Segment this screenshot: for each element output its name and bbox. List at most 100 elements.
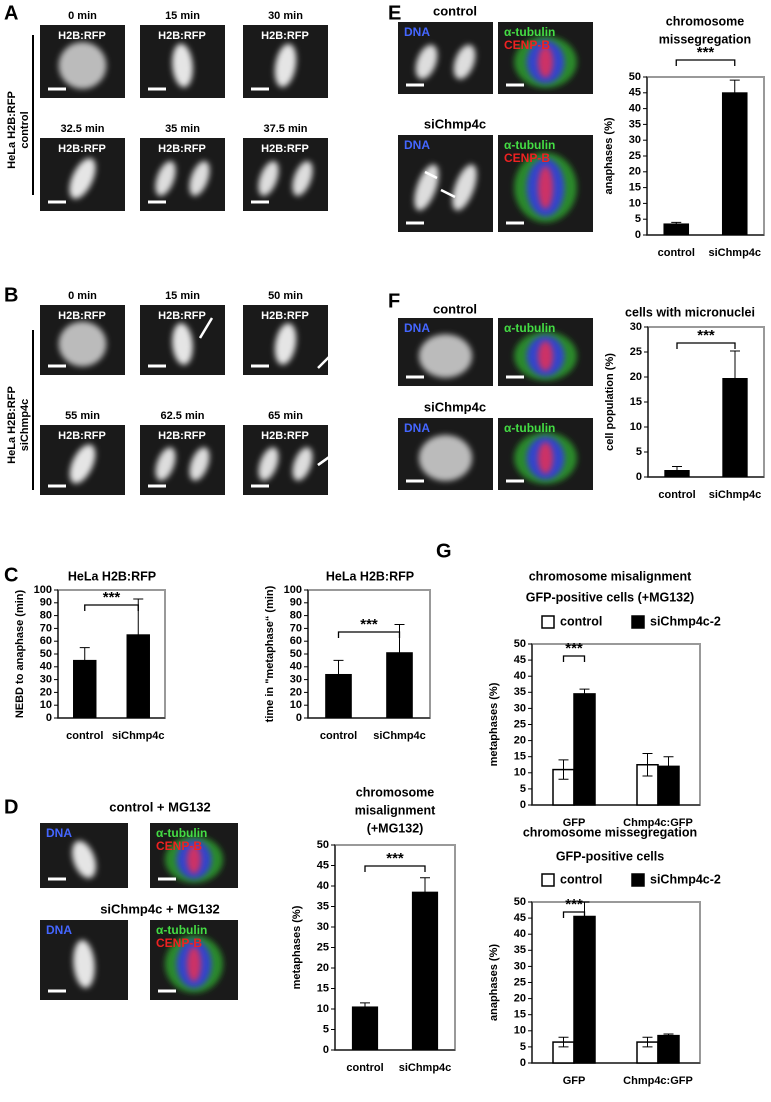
y-tick-label: 25 — [514, 976, 526, 988]
legend-label: siChmp4c-2 — [650, 614, 721, 628]
chromatin — [292, 161, 313, 196]
y-tick-label: 80 — [290, 610, 302, 622]
y-tick-label: 20 — [40, 686, 52, 698]
micrograph — [140, 25, 225, 98]
time-label: 15 min — [165, 290, 200, 302]
chart-title: chromosome missegregation — [523, 825, 697, 839]
y-tick-label: 0 — [635, 229, 641, 241]
time-label: 65 min — [268, 410, 303, 422]
error-bar — [558, 759, 569, 780]
channel-label: DNA — [404, 25, 430, 39]
arrow — [440, 188, 456, 199]
y-tick-label: 45 — [514, 654, 526, 666]
centromere-signal — [186, 946, 202, 982]
chart-title: chromosome misalignment — [529, 569, 692, 583]
chromatin — [69, 444, 96, 484]
y-tick-label: 40 — [40, 661, 52, 673]
error-bar — [730, 350, 740, 407]
error-bar — [672, 466, 682, 475]
significance-label: *** — [697, 327, 715, 344]
significance-label: *** — [565, 896, 583, 913]
y-tick-label: 15 — [629, 182, 641, 194]
x-tick-label: siChmp4c — [708, 247, 761, 259]
channel-label: α-tubulin — [156, 826, 207, 840]
y-tick-label: 25 — [630, 346, 642, 358]
bar — [657, 1034, 680, 1064]
time-label: 62.5 min — [160, 410, 204, 422]
significance-bracket — [562, 911, 586, 918]
centromere-signal — [537, 46, 554, 78]
chart-title: GFP-positive cells — [556, 849, 664, 863]
channel-label: H2B:RFP — [58, 430, 106, 442]
y-tick-label: 20 — [629, 166, 641, 178]
y-tick-label: 50 — [514, 896, 526, 908]
error-bar — [333, 659, 344, 690]
time-label: 0 min — [68, 10, 97, 22]
chromatin — [58, 42, 107, 89]
channel-label: H2B:RFP — [261, 143, 309, 155]
bar — [351, 1006, 379, 1051]
y-tick-label: 50 — [317, 839, 329, 851]
chromatin — [418, 334, 473, 378]
error-bar — [729, 79, 740, 106]
y-tick-label: 30 — [40, 674, 52, 686]
chromatin — [189, 447, 210, 481]
x-tick-label: control — [658, 489, 695, 501]
y-tick-label: 25 — [629, 150, 641, 162]
error-bar — [360, 1002, 370, 1012]
y-tick-label: 50 — [629, 71, 641, 83]
time-label: 0 min — [68, 290, 97, 302]
y-tick-label: 70 — [290, 622, 302, 634]
y-tick-label: 30 — [290, 674, 302, 686]
micrograph — [398, 22, 493, 94]
y-tick-label: 30 — [514, 960, 526, 972]
y-tick-label: 0 — [520, 1057, 526, 1069]
chart-title: missegregation — [659, 32, 751, 46]
error-bar — [420, 877, 430, 907]
x-tick-label: GFP — [563, 817, 586, 829]
chromatin — [452, 164, 477, 211]
significance-label: *** — [103, 589, 121, 606]
y-tick-label: 70 — [40, 622, 52, 634]
error-bar — [663, 1033, 674, 1038]
y-tick-label: 90 — [290, 597, 302, 609]
channel-label: H2B:RFP — [58, 143, 106, 155]
y-tick-label: 20 — [514, 993, 526, 1005]
centromere-signal — [537, 166, 554, 209]
centromere-signal — [537, 341, 554, 371]
channel-label: DNA — [404, 421, 430, 435]
significance-bracket — [562, 655, 586, 662]
panel-label: B — [4, 284, 18, 306]
chart-title: chromosome — [666, 14, 745, 28]
chromatin — [274, 43, 297, 88]
error-bar — [671, 221, 682, 227]
bar — [573, 693, 596, 806]
image-frame — [140, 138, 225, 211]
y-tick-label: 20 — [290, 686, 302, 698]
image-frame — [398, 22, 493, 94]
channel-label: H2B:RFP — [58, 310, 106, 322]
x-tick-label: siChmp4c — [112, 730, 165, 742]
significance-bracket — [675, 59, 736, 66]
y-tick-label: 60 — [40, 635, 52, 647]
micrograph — [140, 425, 225, 495]
legend-label: control — [560, 872, 602, 886]
micrograph — [243, 138, 328, 211]
micrograph — [398, 318, 493, 386]
panel-label: G — [436, 540, 452, 562]
y-tick-label: 15 — [514, 751, 526, 763]
time-label: 32.5 min — [60, 123, 104, 135]
channel-label: DNA — [404, 321, 430, 335]
y-tick-label: 100 — [284, 584, 302, 596]
time-label: 50 min — [268, 290, 303, 302]
bar — [721, 92, 748, 236]
y-tick-label: 10 — [514, 1025, 526, 1037]
y-tick-label: 50 — [40, 648, 52, 660]
arrow — [198, 317, 214, 339]
y-tick-label: 40 — [514, 928, 526, 940]
y-axis-label: anaphases (%) — [488, 944, 500, 1021]
channel-label: H2B:RFP — [261, 310, 309, 322]
chart-title: cells with micronuclei — [625, 305, 755, 319]
panel-label: C — [4, 564, 18, 586]
chromatin — [72, 840, 96, 879]
